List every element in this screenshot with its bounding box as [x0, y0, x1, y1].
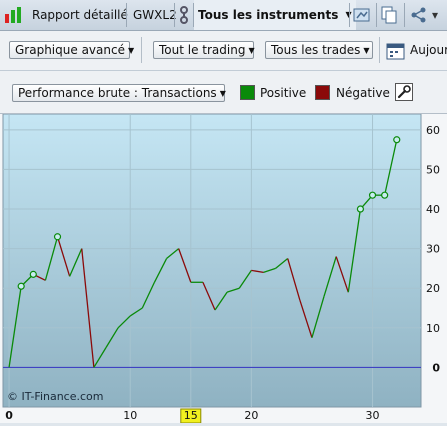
chevron-down-icon: ▼	[127, 46, 135, 55]
positive-label: Positive	[260, 86, 307, 100]
toolbar: Graphique avancé ▼ Tout le trading ▼ Tous …	[0, 31, 447, 71]
tab-detailed-report[interactable]: Rapport détaillé	[32, 8, 128, 22]
positive-segment	[166, 248, 180, 260]
positive-segment	[69, 248, 83, 277]
metric-label: Performance brute : Transactions	[18, 86, 217, 100]
y-tick-label: 40	[426, 203, 440, 216]
tab-divider	[376, 3, 377, 27]
negative-segment	[335, 256, 349, 293]
positive-segment	[153, 258, 168, 283]
negative-label: Négative	[336, 86, 390, 100]
tab-divider	[193, 3, 194, 27]
chevron-down-icon: ▼	[346, 10, 352, 19]
legend-row: Performance brute : Transactions ▼ Positi…	[0, 71, 447, 114]
watermark: © IT-Finance.com	[7, 390, 104, 403]
data-point	[17, 282, 25, 290]
positive-segment	[311, 295, 325, 338]
data-point	[381, 191, 389, 199]
data-point	[393, 136, 401, 144]
trades-filter-label: Tous les trades	[271, 43, 361, 57]
link-icon[interactable]	[178, 6, 196, 24]
negative-segment	[202, 282, 216, 311]
trading-filter-label: Tout le trading	[159, 43, 246, 57]
share-icon[interactable]	[410, 6, 428, 24]
negative-segment	[287, 258, 301, 301]
data-point	[29, 270, 37, 278]
toolbar-divider	[379, 37, 380, 63]
more-icon[interactable]: ▾	[432, 8, 439, 22]
data-point	[53, 233, 62, 241]
positive-segment	[384, 139, 398, 196]
negative-segment	[178, 248, 192, 283]
tab-divider	[404, 3, 405, 27]
x-tick-label: 30	[366, 409, 380, 422]
x-tick-label: 10	[123, 409, 137, 422]
metric-dropdown[interactable]: Performance brute : Transactions ▼	[12, 84, 226, 102]
tab-symbol[interactable]: GWXL2	[133, 8, 177, 22]
positive-segment	[214, 291, 228, 311]
negative-segment	[81, 248, 95, 368]
chart-canvas: 0 10 20 30 40 50 60 0 10 15 20 30 © IT-Finance.com	[0, 113, 447, 424]
negative-segment	[56, 236, 71, 277]
tab-divider	[126, 3, 127, 27]
y-tick-label: 50	[426, 163, 440, 176]
data-point	[368, 191, 377, 199]
positive-segment	[238, 270, 252, 289]
trading-filter-dropdown[interactable]: Tout le trading ▼	[153, 41, 255, 59]
date-label[interactable]: Aujour	[410, 43, 447, 57]
y-tick-label: 20	[426, 282, 440, 295]
tab-all-instruments[interactable]: Tous les instruments ▼	[194, 0, 356, 30]
chart-mode-label: Graphique avancé	[15, 43, 125, 57]
toolbar-divider	[141, 37, 142, 63]
calendar-icon[interactable]	[386, 41, 406, 61]
positive-segment	[323, 256, 337, 297]
bar-chart-icon[interactable]	[4, 6, 22, 24]
x-tick-label: 0	[5, 409, 13, 422]
positive-segment	[93, 347, 107, 368]
positive-swatch	[240, 85, 255, 100]
x-tick-label: 20	[244, 409, 258, 422]
export-icon[interactable]	[353, 6, 371, 24]
data-point	[356, 205, 365, 213]
positive-segment	[129, 307, 143, 317]
positive-segment	[117, 315, 131, 329]
positive-segment	[263, 267, 276, 273]
x-tick-label: 15	[184, 409, 198, 422]
plot-area	[2, 113, 422, 408]
positive-segment	[226, 287, 240, 293]
y-tick-label: 0	[432, 361, 440, 374]
positive-segment	[8, 286, 22, 368]
tab-divider	[174, 3, 175, 27]
positive-segment	[44, 236, 59, 281]
tab-divider	[349, 3, 350, 27]
tab-all-instruments-label: Tous les instruments	[198, 8, 339, 22]
positive-segment	[141, 282, 156, 309]
chart-mode-dropdown[interactable]: Graphique avancé ▼	[9, 41, 134, 59]
negative-swatch	[315, 85, 330, 100]
trades-filter-dropdown[interactable]: Tous les trades ▼	[265, 41, 373, 59]
negative-segment	[251, 269, 264, 274]
copy-icon[interactable]	[380, 6, 398, 24]
chevron-down-icon: ▼	[363, 46, 370, 55]
positive-segment	[105, 327, 119, 348]
positive-segment	[347, 208, 362, 293]
y-tick-label: 30	[426, 243, 440, 256]
wrench-icon[interactable]	[395, 83, 413, 101]
performance-chart: 0 10 20 30 40 50 60 0 10 15 20 30 © IT-Finance.com	[0, 113, 447, 424]
tab-bar: Rapport détaillé GWXL2 Tous les instrume…	[0, 0, 447, 31]
y-tick-label: 10	[426, 322, 440, 335]
chevron-down-icon: ▼	[219, 89, 226, 98]
positive-segment	[275, 258, 289, 269]
negative-segment	[299, 299, 313, 338]
chevron-down-icon: ▼	[248, 46, 255, 55]
y-tick-label: 60	[426, 124, 440, 137]
